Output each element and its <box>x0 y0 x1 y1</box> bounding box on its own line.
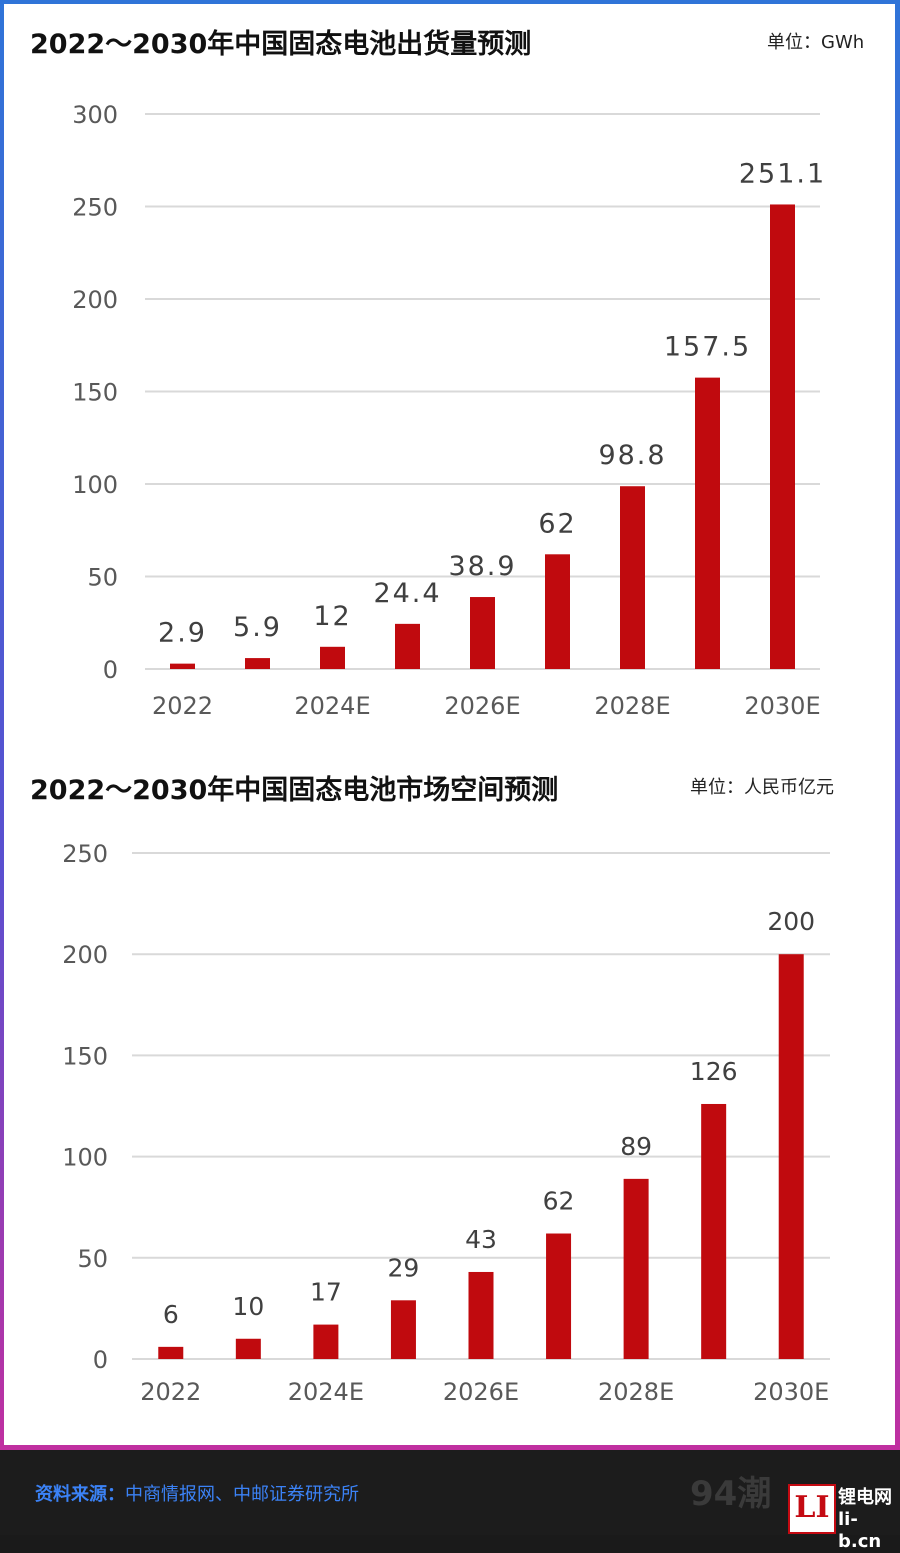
chart2-unit-label: 单位：人民币亿元 <box>690 777 834 798</box>
chart2-ytick-label: 100 <box>62 1144 108 1172</box>
chart1-data-label: 157.5 <box>664 332 751 363</box>
brand-text: 锂电网 li-b.cn <box>838 1487 898 1553</box>
chart1-bar <box>470 597 495 669</box>
chart1-data-label: 98.8 <box>598 440 666 471</box>
source-note: 资料来源：中商情报网、中邮证券研究所 <box>35 1480 359 1506</box>
chart2-bar <box>468 1271 494 1359</box>
chart2-xtick-label: 2024E <box>288 1378 364 1406</box>
brand-domain: li-b.cn <box>838 1509 882 1552</box>
chart2-data-label: 17 <box>310 1278 342 1307</box>
border-frame <box>0 0 900 1450</box>
chart1-title: 2022～2030年中国固态电池出货量预测 <box>30 29 532 60</box>
chart1-ytick-label: 300 <box>72 101 118 129</box>
chart2-ytick-label: 50 <box>77 1245 108 1273</box>
chart1-xtick-label: 2028E <box>594 692 670 720</box>
chart1-bar <box>620 486 645 669</box>
chart2-xtick-label: 2026E <box>443 1378 519 1406</box>
chart2-bar <box>313 1324 339 1359</box>
chart2-data-label: 43 <box>465 1225 497 1254</box>
chart2-data-label: 200 <box>767 907 815 936</box>
chart2-ytick-label: 250 <box>62 840 108 868</box>
chart2-xtick-label: 2030E <box>753 1378 829 1406</box>
chart1-bar <box>545 554 570 669</box>
chart2-xtick-label: 2022 <box>140 1378 201 1406</box>
chart1-bar <box>395 623 420 669</box>
chart2-bar <box>778 954 804 1359</box>
chart2-data-label: 29 <box>388 1253 420 1282</box>
chart2-data-label: 126 <box>690 1057 738 1086</box>
brand-name: 锂电网 <box>838 1487 892 1508</box>
chart2-data-label: 10 <box>232 1292 264 1321</box>
chart2-ytick-label: 150 <box>62 1042 108 1070</box>
chart2-title: 2022～2030年中国固态电池市场空间预测 <box>30 775 559 806</box>
chart2-bar <box>623 1178 649 1359</box>
chart2-bar <box>158 1346 184 1359</box>
chart1-data-label: 12 <box>313 601 351 632</box>
chart2-bar <box>701 1103 727 1359</box>
trend-logo: 94潮 <box>690 1474 772 1514</box>
chart1-data-label: 24.4 <box>373 578 441 609</box>
chart2-ytick-label: 200 <box>62 941 108 969</box>
chart1-ytick-label: 200 <box>72 286 118 314</box>
chart2-bar <box>235 1338 261 1359</box>
chart1-unit-label: 单位：GWh <box>767 32 865 53</box>
chart1-shipments: 0 50 100 150 200 250 300 2.9 2022 5.9 12 2024E 24.43… <box>72 101 826 720</box>
chart1-ytick-label: 100 <box>72 471 118 499</box>
chart1-xtick-label: 2024E <box>294 692 370 720</box>
footer-bar <box>0 1450 900 1535</box>
chart1-ytick-label: 150 <box>72 379 118 407</box>
chart1-data-label: 5.9 <box>233 612 282 643</box>
chart2-data-label: 89 <box>620 1132 652 1161</box>
chart1-bar <box>245 658 270 669</box>
source-text: 中商情报网、中邮证券研究所 <box>125 1484 359 1505</box>
chart2-data-label: 62 <box>543 1187 575 1216</box>
chart1-bar <box>695 377 720 669</box>
chart1-xtick-label: 2030E <box>744 692 820 720</box>
chart1-data-label: 38.9 <box>448 551 516 582</box>
chart1-ytick-label: 50 <box>87 564 118 592</box>
chart2-ytick-label: 0 <box>93 1346 108 1374</box>
chart1-bar <box>170 663 195 669</box>
brand-letter: LI <box>794 1490 830 1525</box>
chart1-ytick-label: 250 <box>72 194 118 222</box>
chart1-bar <box>770 204 795 669</box>
chart2-bar <box>546 1233 572 1359</box>
chart1-ytick-label: 0 <box>103 656 118 684</box>
chart2-xtick-label: 2028E <box>598 1378 674 1406</box>
chart1-data-label: 62 <box>538 508 576 539</box>
li-brand-logo: LI <box>788 1484 836 1534</box>
chart2-market-size: 0 50 100 150 200 250 6 2022 10 17 2024E 29 43 2026E 62… <box>62 840 830 1406</box>
source-label: 资料来源： <box>35 1484 125 1505</box>
chart1-data-label: 2.9 <box>158 618 207 649</box>
chart1-data-label: 251.1 <box>739 158 826 189</box>
chart1-xtick-label: 2026E <box>444 692 520 720</box>
chart-panel <box>4 4 895 1445</box>
chart2-bar <box>390 1300 416 1359</box>
chart1-bar <box>320 646 345 669</box>
chart2-data-label: 6 <box>163 1300 179 1329</box>
chart1-xtick-label: 2022 <box>152 692 213 720</box>
